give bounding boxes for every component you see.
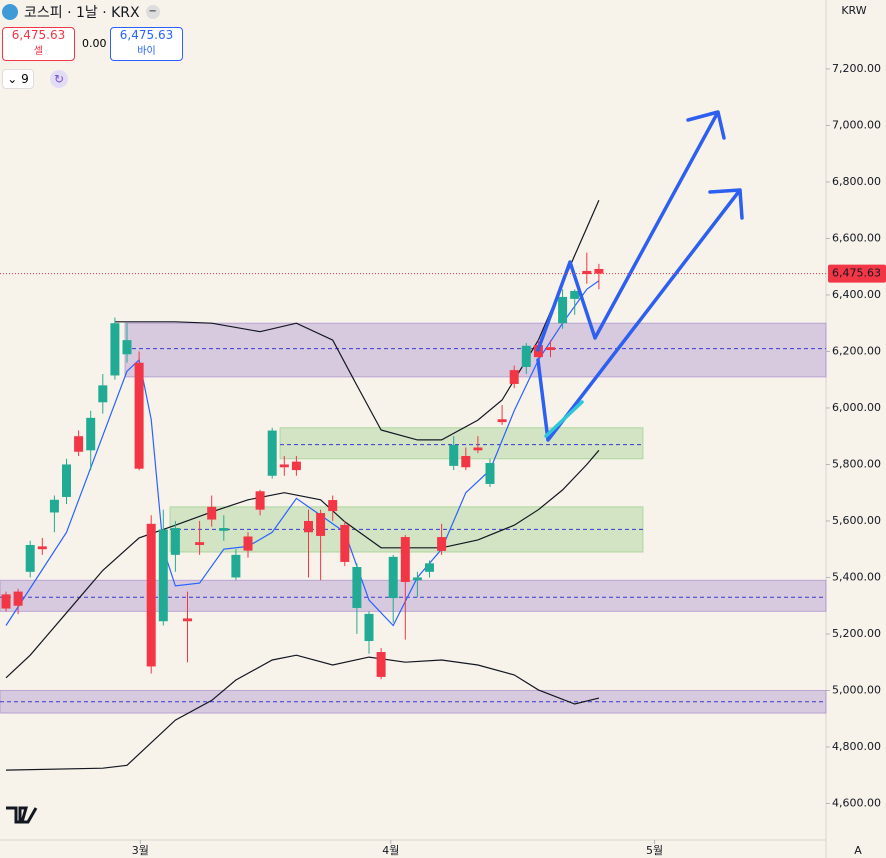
candle-body: [497, 419, 507, 423]
candle-body: [255, 491, 265, 510]
y-tick-label: 7,200.00: [832, 62, 881, 75]
candle-body: [570, 290, 580, 299]
y-tick-label: 5,000.00: [832, 683, 881, 696]
legend-header: 코스피 · 1날 · KRX −: [2, 2, 160, 22]
candle-body: [74, 436, 84, 452]
candle-body: [13, 591, 23, 606]
candle-body: [546, 347, 555, 351]
candle-body: [304, 520, 313, 533]
candle-body: [110, 323, 120, 376]
y-tick-label: 6,400.00: [832, 288, 881, 301]
y-tick-label: 4,600.00: [832, 796, 881, 809]
candle-body: [437, 537, 447, 551]
candle-body: [219, 528, 229, 531]
y-tick-label: 5,600.00: [832, 514, 881, 527]
last-price-tag: [828, 264, 886, 283]
candle-body: [461, 455, 471, 468]
candle-body: [328, 500, 338, 512]
indicator-line: [5, 654, 600, 771]
y-tick-label: 6,600.00: [832, 231, 881, 244]
zone: [124, 322, 827, 378]
candle-body: [98, 385, 108, 403]
candle-body: [37, 546, 47, 550]
candle-body: [146, 523, 156, 667]
candle-body: [183, 618, 192, 622]
candle-body: [340, 524, 350, 562]
candle-body: [25, 544, 35, 572]
candle-body: [388, 556, 398, 599]
candle-body: [558, 296, 568, 324]
y-tick-label: 4,800.00: [832, 740, 881, 753]
buy-label: 바이: [137, 46, 156, 57]
candle-body: [86, 417, 96, 451]
candle-body: [158, 529, 168, 622]
arrow-drawing: [536, 110, 726, 352]
logo: [6, 806, 38, 824]
candle-body: [364, 613, 374, 642]
sell-label: 셀: [33, 46, 44, 57]
refresh-icon[interactable]: ↻: [50, 70, 68, 88]
candle-body: [449, 444, 459, 466]
candle-body: [400, 537, 410, 582]
x-tick-label: 5월: [646, 844, 663, 857]
candle-body: [352, 567, 362, 608]
candle-body: [425, 563, 434, 572]
y-tick-label: 5,400.00: [832, 570, 881, 583]
zone: [279, 427, 644, 460]
y-tick-label: 6,800.00: [832, 175, 881, 188]
buy-button[interactable]: 6,475.63 바이: [110, 27, 183, 61]
collapse-button[interactable]: −: [145, 5, 160, 19]
candle-body: [1, 594, 11, 609]
candle-body: [291, 461, 301, 471]
sell-price: 6,475.63: [11, 28, 66, 42]
candle-body: [243, 536, 253, 551]
spread: 0.00: [82, 37, 107, 50]
drawings: [536, 110, 744, 442]
candle-body: [412, 577, 422, 581]
y-tick-label: 5,200.00: [832, 627, 881, 640]
currency[interactable]: KRW: [841, 4, 866, 17]
candle-body: [170, 528, 180, 555]
candle-body: [509, 370, 519, 384]
candle-body: [521, 345, 531, 367]
x-tick-label: 3월: [132, 844, 149, 857]
symbol-title[interactable]: 코스피 · 1날 · KRX: [24, 5, 140, 21]
scale-mode[interactable]: A: [854, 844, 862, 857]
cyan-drawing: [544, 400, 584, 438]
candle-body: [122, 340, 132, 355]
y-tick-label: 5,800.00: [832, 457, 881, 470]
candle-body: [485, 463, 495, 484]
candle-body: [582, 270, 592, 275]
candle-body: [376, 652, 386, 677]
candle-body: [62, 464, 71, 497]
sell-button[interactable]: 6,475.63 셀: [2, 27, 75, 61]
candle-body: [473, 447, 483, 451]
y-tick-label: 7,000.00: [832, 118, 881, 131]
buy-price: 6,475.63: [119, 28, 174, 42]
candle-body: [594, 268, 604, 274]
y-tick-label: 6,200.00: [832, 344, 881, 357]
y-tick-label: 6,000.00: [832, 401, 881, 414]
candle-body: [134, 362, 144, 469]
candle-body: [207, 506, 217, 520]
candle-body: [231, 554, 241, 578]
indicators-toggle[interactable]: ⌄ 9: [2, 69, 34, 89]
candle-body: [267, 430, 277, 476]
candle-body: [279, 464, 289, 468]
last-price-label: 6,475.63: [832, 267, 881, 280]
candle-body: [49, 499, 59, 513]
candle-body: [316, 513, 326, 536]
indicator-count: 9: [21, 72, 29, 86]
symbol-logo: [2, 4, 18, 20]
x-tick-label: 4월: [382, 844, 399, 857]
candle-body: [195, 542, 205, 545]
